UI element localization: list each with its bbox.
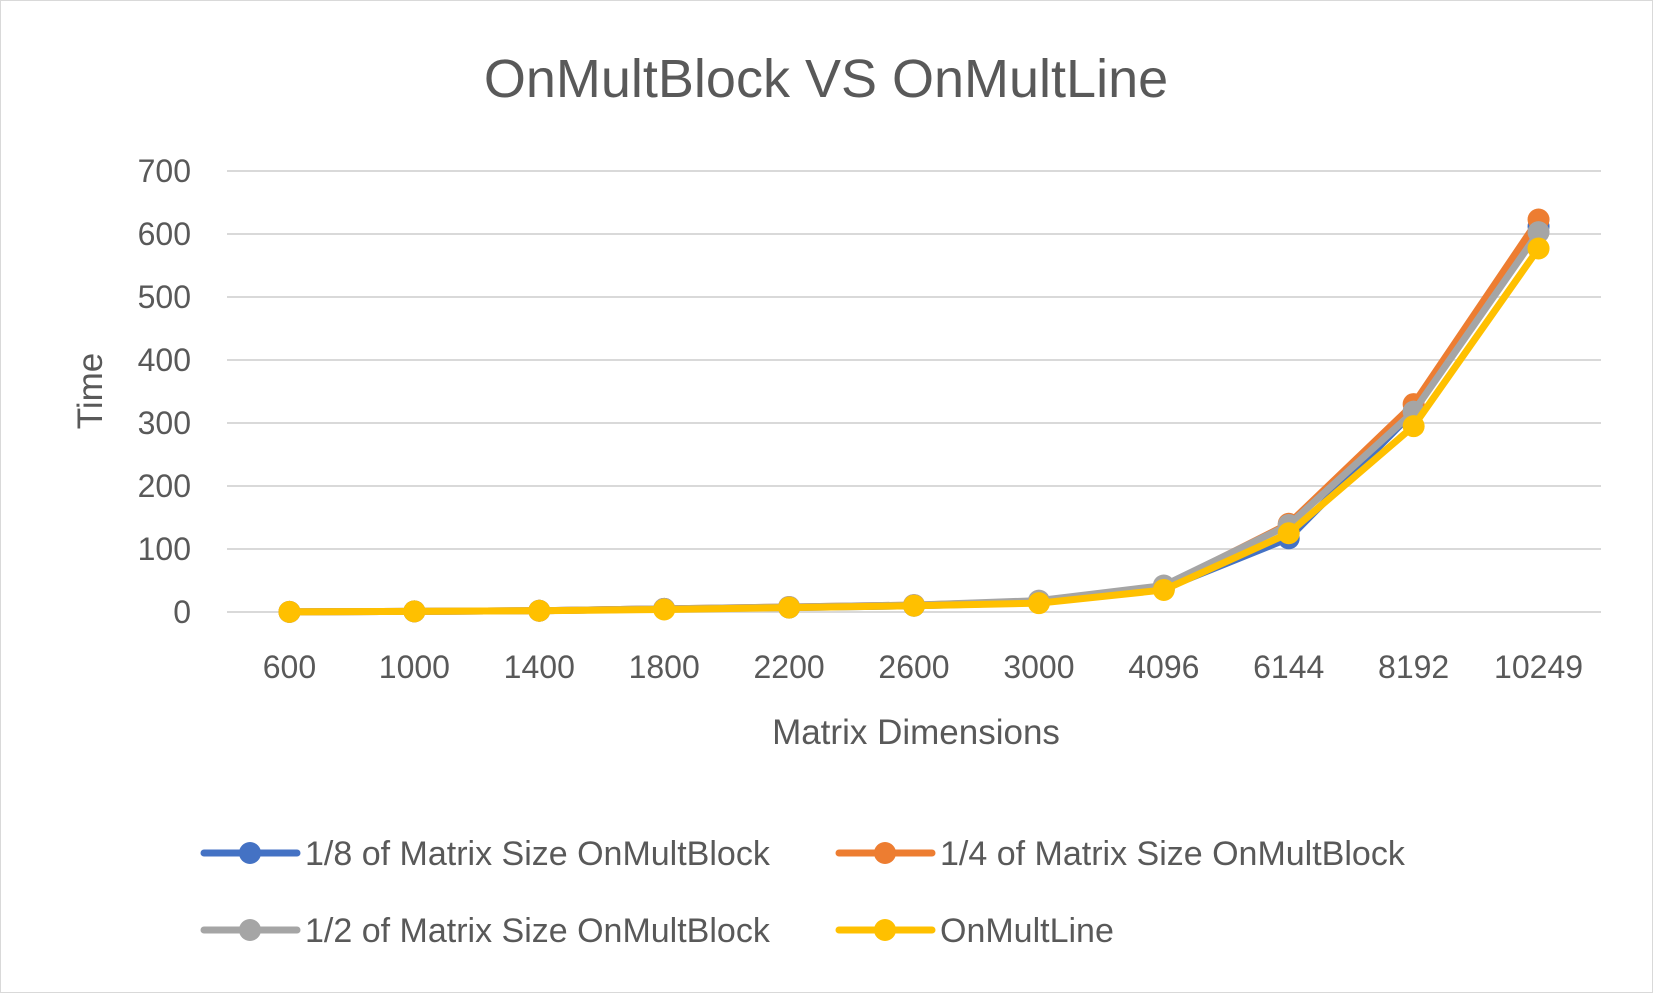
- data-point: [1402, 415, 1425, 438]
- legend-swatch-marker: [239, 919, 261, 941]
- series-4: [278, 237, 1550, 623]
- x-axis-title: Matrix Dimensions: [772, 713, 1060, 752]
- x-tick-labels: 600 1000 1400 1800 2200 2600 3000 4096 6144 8192 1…: [263, 649, 1583, 685]
- x-tick-label: 8192: [1378, 649, 1449, 685]
- series-1: [278, 215, 1550, 623]
- y-tick-label: 100: [138, 531, 191, 567]
- series-line-1: [285, 222, 1543, 616]
- legend-swatch-marker: [239, 842, 261, 864]
- x-tick-label: 1000: [379, 649, 450, 685]
- series-line-2: [285, 216, 1543, 616]
- y-tick-label: 0: [173, 594, 191, 630]
- data-point: [653, 598, 676, 621]
- legend-label: 1/4 of Matrix Size OnMultBlock: [940, 835, 1406, 873]
- series-line-4: [285, 244, 1543, 616]
- y-tick-label: 300: [138, 405, 191, 441]
- x-tick-label: 3000: [1003, 649, 1074, 685]
- x-tick-label: 1400: [504, 649, 575, 685]
- legend-label: OnMultLine: [940, 912, 1114, 950]
- data-point: [778, 596, 801, 619]
- legend: 1/8 of Matrix Size OnMultBlock 1/4 of Mat…: [200, 835, 1406, 950]
- y-tick-label: 400: [138, 342, 191, 378]
- data-point: [903, 594, 925, 617]
- legend-item-3: 1/2 of Matrix Size OnMultBlock: [200, 912, 771, 950]
- data-point: [278, 600, 301, 623]
- series-layer: [278, 208, 1550, 623]
- y-axis-title: Time: [71, 353, 110, 429]
- series-2: [278, 208, 1550, 623]
- legend-item-1: 1/8 of Matrix Size OnMultBlock: [200, 835, 771, 873]
- y-tick-label: 700: [138, 153, 191, 189]
- y-tick-labels: 0 100 200 300 400 500 600 700: [138, 153, 191, 630]
- grid-lines: [227, 170, 1601, 613]
- data-point: [1027, 592, 1050, 615]
- series-line-3: [285, 228, 1543, 616]
- y-tick-label: 200: [138, 468, 191, 504]
- x-tick-label: 2200: [753, 649, 824, 685]
- legend-label: 1/2 of Matrix Size OnMultBlock: [305, 912, 771, 950]
- x-tick-label: 600: [263, 649, 316, 685]
- legend-item-2: 1/4 of Matrix Size OnMultBlock: [835, 835, 1406, 873]
- x-tick-label: 2600: [878, 649, 949, 685]
- x-tick-label: 10249: [1494, 649, 1583, 685]
- x-tick-label: 6144: [1253, 649, 1324, 685]
- legend-item-4: OnMultLine: [835, 912, 1114, 950]
- x-tick-label: 4096: [1128, 649, 1199, 685]
- y-tick-label: 500: [138, 279, 191, 315]
- data-point: [403, 600, 426, 623]
- data-point: [1527, 221, 1550, 244]
- data-point: [1277, 522, 1300, 545]
- legend-swatch-marker: [874, 842, 896, 864]
- x-tick-label: 1800: [629, 649, 700, 685]
- data-point: [1152, 578, 1175, 601]
- legend-swatch-marker: [874, 919, 896, 941]
- series-3: [278, 221, 1550, 623]
- legend-label: 1/8 of Matrix Size OnMultBlock: [305, 835, 771, 873]
- y-tick-label: 600: [138, 216, 191, 252]
- data-point: [1527, 237, 1550, 260]
- chart-title: OnMultBlock VS OnMultLine: [484, 49, 1168, 109]
- data-point: [528, 599, 551, 622]
